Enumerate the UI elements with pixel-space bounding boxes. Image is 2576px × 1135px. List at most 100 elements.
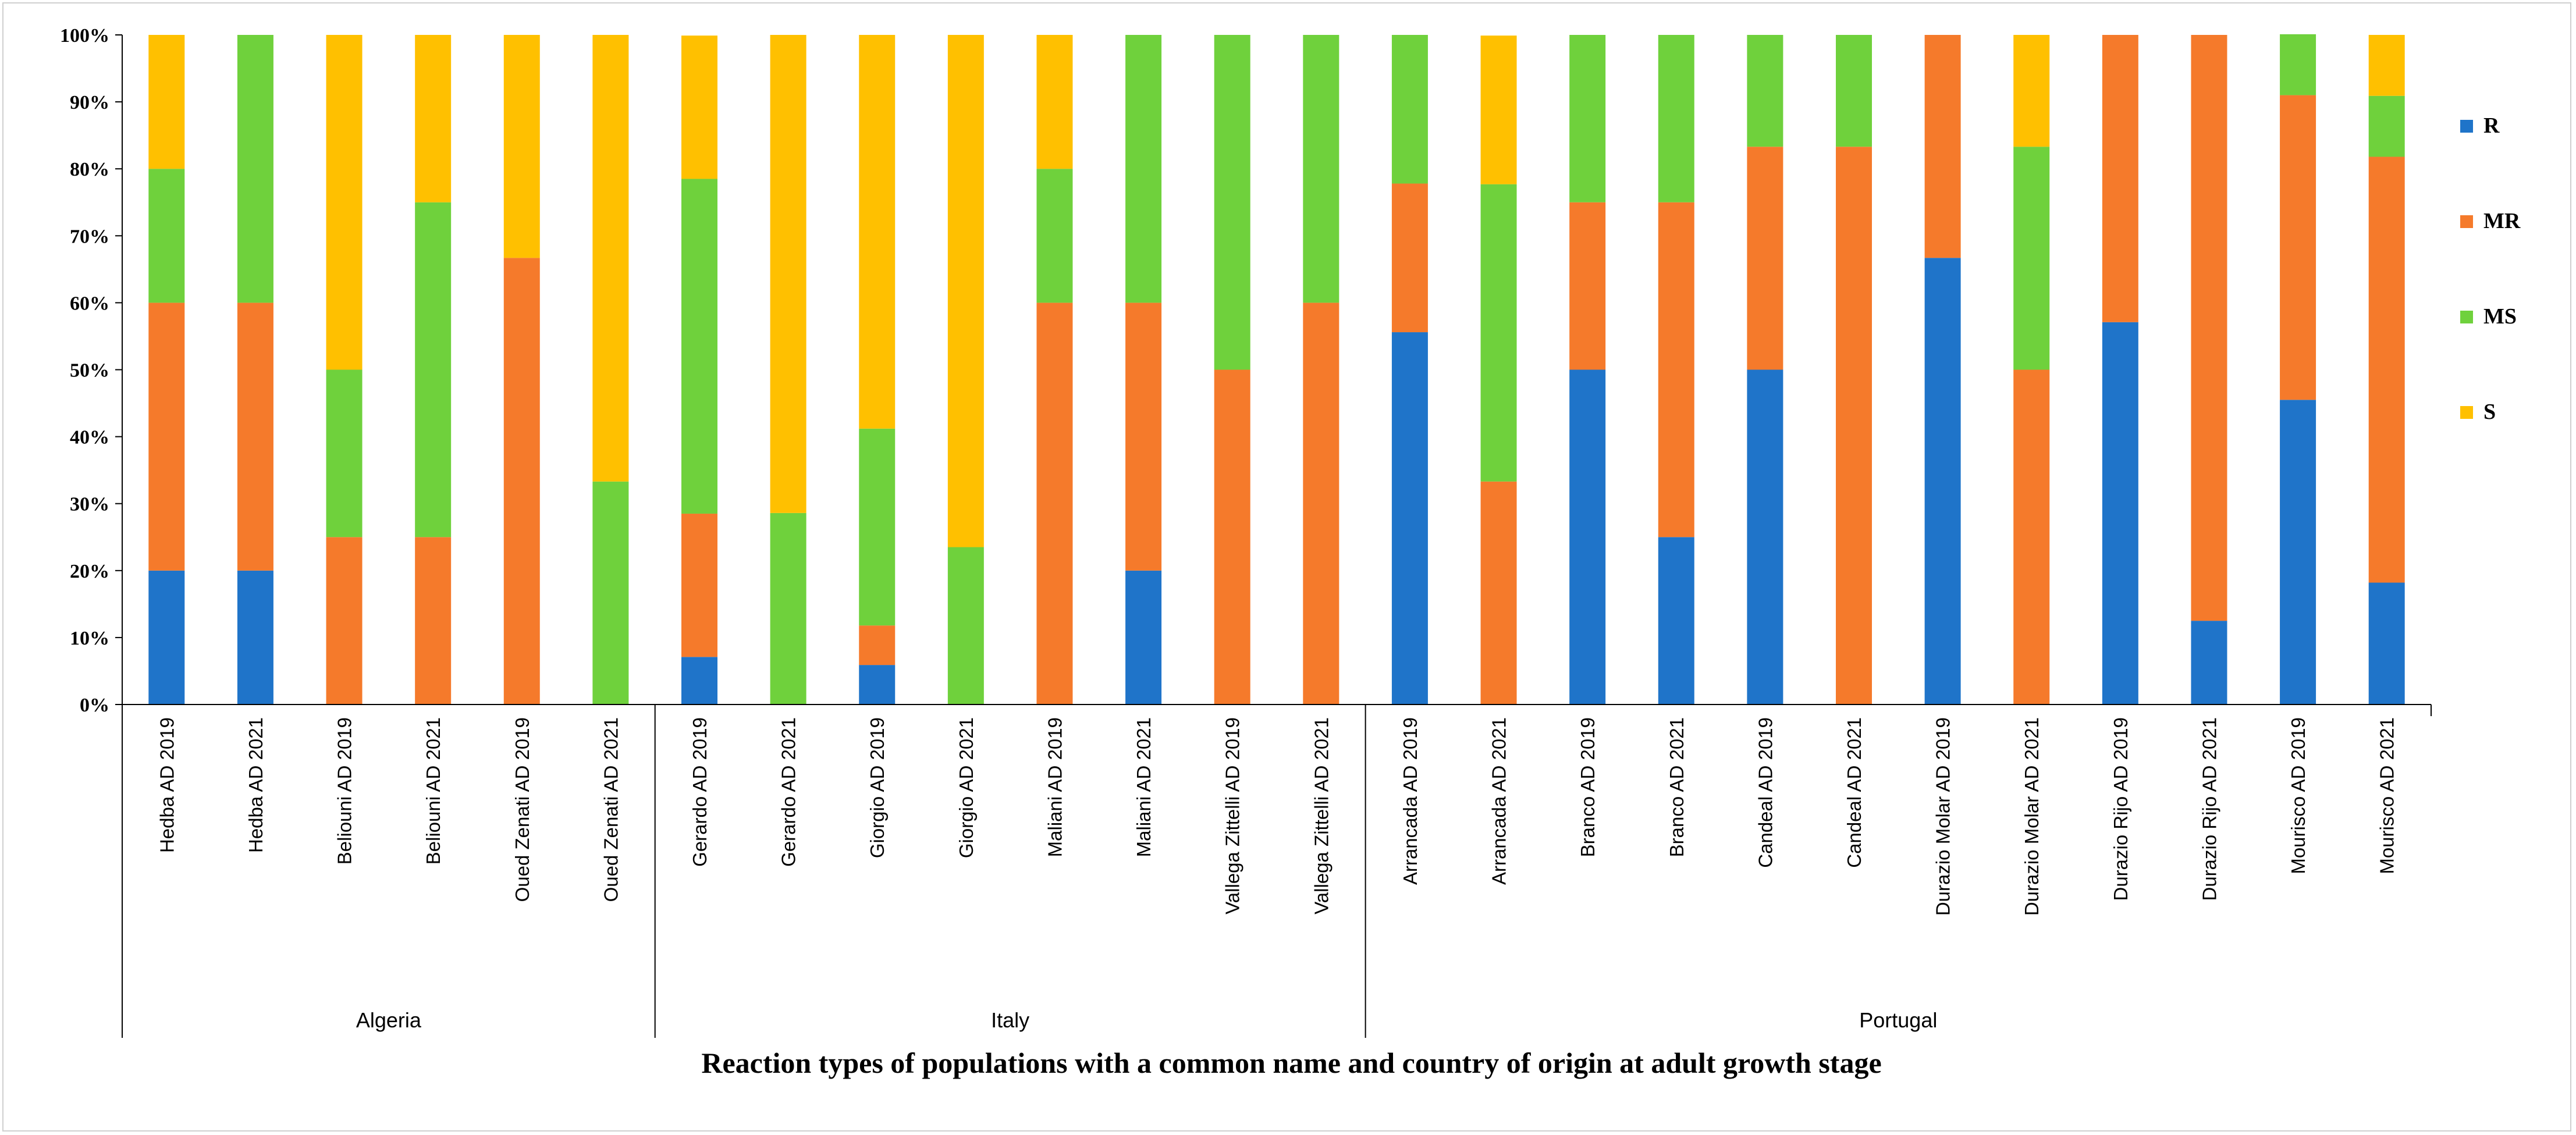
y-tick-label: 30% xyxy=(70,494,109,515)
y-tick-label: 60% xyxy=(70,293,109,314)
category-label: Maliani AD 2019 xyxy=(1044,717,1065,857)
category-labels: Hedba AD 2019 Hedba AD 2021 Beliouni AD 20… xyxy=(156,717,2397,916)
category-label: Oued Zenati AD 2021 xyxy=(600,717,621,902)
bar-segment-mr xyxy=(1125,303,1162,571)
bar-segment-ms xyxy=(2368,95,2405,157)
bar-segment-mr xyxy=(503,258,540,705)
bar-segment-r xyxy=(859,665,896,705)
bar-segment-r xyxy=(2280,400,2316,705)
bar-segment-mr xyxy=(1836,147,1872,705)
bar-segment-ms xyxy=(1658,35,1694,202)
legend: R MR MS S xyxy=(2460,113,2521,424)
bar-segment-mr xyxy=(1569,202,1606,370)
bar-segment-ms xyxy=(2013,147,2050,370)
legend-label-mr: MR xyxy=(2483,209,2521,233)
bar-segment-ms xyxy=(1214,35,1250,370)
y-tick-label: 20% xyxy=(70,561,109,582)
bar-segment-r xyxy=(1924,258,1961,705)
category-label: Giorgio AD 2019 xyxy=(866,717,888,858)
bar-segment-r xyxy=(1747,369,1783,705)
bar-segment-s xyxy=(148,35,185,169)
bar-segment-ms xyxy=(770,513,806,705)
bar-segment-mr xyxy=(2191,35,2227,621)
category-label: Branco AD 2019 xyxy=(1577,717,1598,857)
bar-segment-ms xyxy=(1036,169,1073,303)
bar-segment-mr xyxy=(1214,369,1250,705)
bar-segment-r xyxy=(2191,621,2227,705)
legend-swatch-ms xyxy=(2460,311,2473,323)
bar-segment-mr xyxy=(415,537,452,705)
y-tick-label: 100% xyxy=(60,25,109,47)
category-label: Durazio Rijo AD 2019 xyxy=(2110,717,2131,901)
category-label: Oued Zenati AD 2019 xyxy=(511,717,533,902)
bar-segment-s xyxy=(1036,35,1073,169)
bar-segment-mr xyxy=(1658,202,1694,538)
legend-swatch-s xyxy=(2460,406,2473,419)
bar-segment-mr xyxy=(1924,35,1961,258)
bar-segment-r xyxy=(1569,369,1606,705)
bar-segment-ms xyxy=(681,179,717,514)
group-label: Portugal xyxy=(1859,1008,1937,1032)
legend-swatch-r xyxy=(2460,120,2473,133)
bar-segment-s xyxy=(2013,35,2050,147)
y-axis-ticks: 0% 10% 20% 30% 40% 50% 60% 70% 80% 90% 100% xyxy=(60,25,122,716)
bar-segment-mr xyxy=(148,303,185,571)
y-tick-label: 70% xyxy=(70,226,109,247)
bar-segment-r xyxy=(2102,322,2138,705)
category-label: Candeal AD 2021 xyxy=(1843,717,1865,868)
bar-segment-ms xyxy=(1569,35,1606,202)
category-label: Arrancada AD 2019 xyxy=(1399,717,1421,885)
legend-swatch-mr xyxy=(2460,215,2473,228)
bar-segment-r xyxy=(2368,582,2405,705)
group-labels: Algeria Italy Portugal xyxy=(356,1008,1938,1032)
bar-segment-r xyxy=(1391,332,1428,705)
category-label: Mourisco AD 2021 xyxy=(2376,717,2398,874)
bar-segment-mr xyxy=(859,625,896,666)
category-label: Candeal AD 2019 xyxy=(1754,717,1776,868)
y-tick-label: 50% xyxy=(70,360,109,382)
bar-segment-r xyxy=(681,657,717,705)
legend-label-ms: MS xyxy=(2483,304,2517,329)
bar-segment-r xyxy=(1125,570,1162,705)
bar-segment-mr xyxy=(2102,35,2138,322)
bar-segment-s xyxy=(415,35,452,202)
bar-segment-ms xyxy=(415,202,452,538)
bar-segment-ms xyxy=(1747,35,1783,147)
category-label: Gerardo AD 2019 xyxy=(689,717,710,867)
bar-segment-ms xyxy=(1391,35,1428,184)
category-label: Beliouni AD 2019 xyxy=(334,717,356,864)
bar-segment-mr xyxy=(2368,156,2405,583)
bar-segment-ms xyxy=(237,35,273,303)
bar-segment-ms xyxy=(1480,184,1517,482)
category-label: Durazio Rijo AD 2021 xyxy=(2198,717,2220,901)
category-label: Arrancada AD 2021 xyxy=(1488,717,1510,885)
bar-segment-ms xyxy=(859,428,896,626)
bar-segment-mr xyxy=(681,513,717,657)
legend-label-s: S xyxy=(2483,400,2496,424)
category-label: Durazio Molar AD 2021 xyxy=(2021,717,2042,916)
bar-segment-mr xyxy=(237,303,273,571)
y-tick-label: 80% xyxy=(70,159,109,180)
bar-segment-s xyxy=(770,35,806,513)
stacked-bar-chart: 0% 10% 20% 30% 40% 50% 60% 70% 80% 90% 100% Hedba … xyxy=(60,25,2521,1038)
y-tick-label: 90% xyxy=(70,92,109,113)
bar-segment-r xyxy=(148,570,185,705)
bar-segment-mr xyxy=(1036,303,1073,705)
bar-segment-mr xyxy=(2280,95,2316,400)
bar-segment-s xyxy=(2368,35,2405,96)
bar-segment-s xyxy=(326,35,363,370)
bar-segment-s xyxy=(592,35,629,482)
bar-segment-s xyxy=(947,35,984,547)
legend-label-r: R xyxy=(2483,113,2500,138)
y-tick-label: 0% xyxy=(80,695,109,716)
axes xyxy=(122,35,2432,1038)
bar-segment-mr xyxy=(1391,183,1428,333)
bar-segment-s xyxy=(1480,35,1517,184)
category-label: Hedba AD 2021 xyxy=(245,717,267,853)
bar-segment-ms xyxy=(2280,34,2316,95)
bar-segment-r xyxy=(237,570,273,705)
bar-segment-mr xyxy=(1747,147,1783,370)
bar-segment-mr xyxy=(1303,303,1339,705)
category-label: Hedba AD 2019 xyxy=(156,717,177,853)
bar-segment-ms xyxy=(1836,35,1872,147)
